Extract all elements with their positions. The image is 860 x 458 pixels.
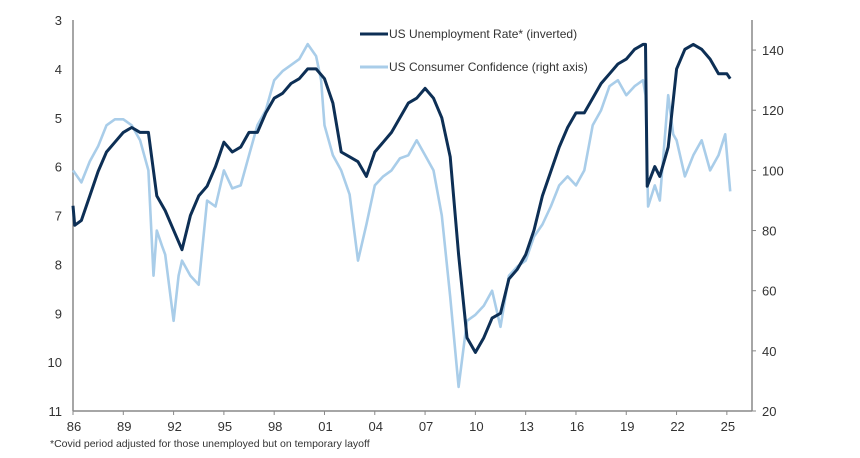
left-tick-label: 7 bbox=[55, 209, 62, 224]
x-tick-label: 25 bbox=[721, 419, 735, 434]
x-tick-label: 01 bbox=[318, 419, 332, 434]
x-tick-label: 10 bbox=[469, 419, 483, 434]
right-tick-label: 40 bbox=[762, 344, 776, 359]
consumer-confidence-line bbox=[71, 42, 732, 389]
x-tick-label: 04 bbox=[369, 419, 383, 434]
left-tick-label: 11 bbox=[49, 404, 63, 419]
x-tick-label: 89 bbox=[117, 419, 131, 434]
right-tick-label: 20 bbox=[762, 404, 776, 419]
legend-label-confidence: US Consumer Confidence (right axis) bbox=[389, 60, 588, 74]
left-tick-label: 6 bbox=[55, 160, 62, 175]
right-tick-label: 120 bbox=[762, 103, 784, 118]
right-tick-label: 60 bbox=[762, 284, 776, 299]
left-tick-label: 8 bbox=[55, 257, 62, 272]
x-tick-label: 19 bbox=[620, 419, 634, 434]
left-tick-label: 4 bbox=[55, 62, 62, 77]
x-tick-label: 86 bbox=[67, 419, 81, 434]
legend-label-unemployment: US Unemployment Rate* (inverted) bbox=[389, 27, 577, 41]
x-tick-label: 95 bbox=[218, 419, 232, 434]
left-tick-label: 10 bbox=[48, 355, 62, 370]
left-tick-label: 5 bbox=[55, 111, 62, 126]
unemployment-line bbox=[71, 42, 732, 354]
legend: US Unemployment Rate* (inverted) US Cons… bbox=[360, 27, 588, 74]
x-tick-label: 22 bbox=[670, 419, 684, 434]
series-lines bbox=[71, 42, 732, 389]
x-tick-label: 13 bbox=[519, 419, 533, 434]
right-tick-label: 80 bbox=[762, 224, 776, 239]
x-tick-label: 98 bbox=[268, 419, 282, 434]
left-tick-label: 3 bbox=[55, 13, 62, 28]
x-tick-label: 92 bbox=[167, 419, 181, 434]
x-tick-label: 07 bbox=[419, 419, 433, 434]
right-tick-label: 100 bbox=[762, 163, 784, 178]
x-tick-label: 16 bbox=[570, 419, 584, 434]
left-tick-label: 9 bbox=[55, 306, 62, 321]
footnote: *Covid period adjusted for those unemplo… bbox=[50, 438, 370, 450]
right-tick-label: 140 bbox=[762, 43, 784, 58]
